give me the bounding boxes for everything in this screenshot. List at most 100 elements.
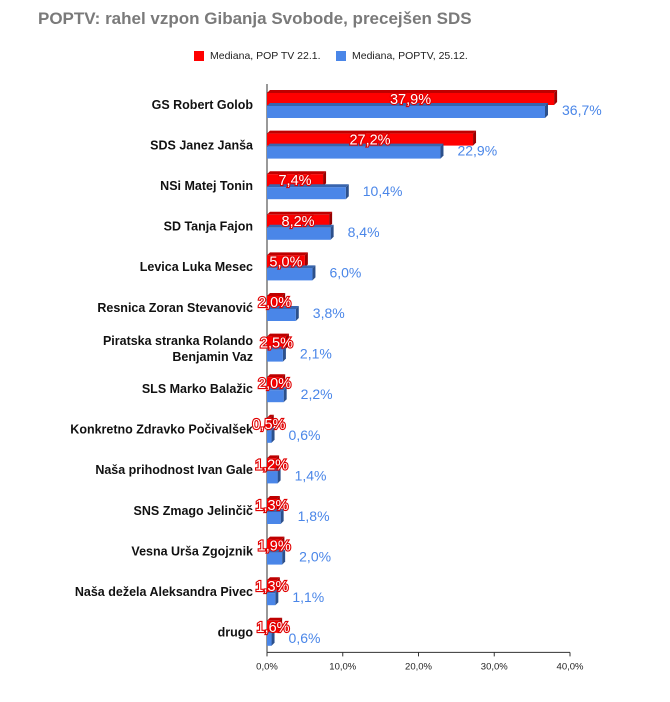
bar-series-2-side [275,590,279,606]
bar-series-2-top [267,346,286,350]
data-label-series-1: 27,2% [349,133,390,149]
x-tick-label: 10,0% [329,661,356,672]
category-label: NSi Matej Tonin [160,179,253,193]
bar-series-1-side [281,536,285,552]
bar-series-2-side [282,346,286,362]
legend-label-series-2: Mediana, POPTV, 25.12. [352,50,468,62]
bar-series-1-top [267,374,286,378]
bar-series-1-top [267,414,274,418]
data-label-series-2: 2,2% [301,386,333,402]
category-label: Resnica Zoran Stevanović [97,301,253,315]
bar-series-2-side [312,265,316,281]
category-label: Konkretno Zdravko Počivalšek [70,423,253,437]
bar-series-1 [267,377,283,390]
bar-series-1-side [270,414,274,430]
bar-series-2 [267,187,346,200]
x-tick-label: 20,0% [405,661,432,672]
bar-series-2 [267,309,296,321]
bar-series-1-side [329,211,333,227]
data-label-series-2: 1,8% [298,508,330,524]
bar-series-2-side [345,184,349,200]
data-label-series-2: 36,7% [562,102,602,118]
bar-series-2 [267,349,283,362]
bar-series-2 [267,471,278,484]
bar-series-2 [267,106,546,118]
category-label: SD Tanja Fajon [164,220,253,234]
data-label-series-1: 8,2% [282,214,315,230]
bar-series-1 [267,417,271,430]
category-label: Naša prihodnost Ivan Gale [95,463,253,477]
bar-series-2-top [267,224,334,228]
category-label-line: Benjamin Vaz [172,350,253,364]
category-label: GS Robert Golob [152,98,254,112]
data-label-series-2: 1,1% [292,589,324,605]
bar-series-2-top [267,590,279,594]
bar-series-1-side [554,90,558,105]
legend-label-series-1: Mediana, POP TV 22.1. [210,50,321,62]
bar-series-1 [267,133,474,146]
category-label: SNS Zmago Jelinčič [134,504,254,518]
data-label-series-1: 2,5% [260,336,293,352]
x-tick-label: 30,0% [481,661,508,672]
data-label-series-2: 0,6% [289,427,321,443]
bar-series-2-top [267,265,316,269]
bar-series-1-top [267,171,327,175]
bar-series-1 [267,539,282,552]
bar-series-2-side [545,103,549,118]
bar-series-2-top [267,143,444,147]
data-label-series-2: 1,4% [295,467,327,483]
category-label-line: Piratska stranka Rolando [103,334,253,348]
bar-series-1-top [267,130,477,134]
bar-series-2 [267,430,272,443]
bar-series-1-side [282,374,286,390]
bar-series-1-side [276,496,280,511]
bar-series-2-top [267,387,287,391]
legend: Mediana, POP TV 22.1. Mediana, POPTV, 25… [0,50,670,70]
data-label-series-2: 22,9% [457,143,497,159]
data-label-series-1: 37,9% [390,92,431,108]
data-label-series-1: 2,0% [258,376,291,392]
data-label-series-1: 1,9% [258,539,291,555]
bar-series-1 [267,336,286,349]
data-label-series-2: 10,4% [363,183,403,199]
category-label: Vesna Urša Zgojznik [131,544,253,558]
bar-series-1-top [267,496,280,499]
bar-series-2 [267,390,284,403]
bar-series-1-top [267,293,286,296]
bar-series-1-top [267,455,280,459]
data-label-series-2: 2,1% [300,346,332,362]
bar-series-2-top [267,184,349,188]
category-label: Levica Luka Mesec [140,260,253,274]
bar-series-2 [267,146,441,159]
bar-series-1-top [267,333,289,337]
bar-series-1-top [267,252,308,256]
bar-series-2-top [267,630,275,634]
bar-series-2-side [282,549,286,565]
legend-item-series-2: Mediana, POPTV, 25.12. [336,50,468,62]
bar-series-1 [267,296,283,308]
legend-item-series-1: Mediana, POP TV 22.1. [194,50,321,62]
data-label-series-2: 2,0% [299,549,331,565]
bar-series-2 [267,593,276,606]
bar-series-1-side [323,171,327,187]
category-label: SDS Janez Janša [150,138,254,152]
bar-series-2-top [267,306,299,309]
data-label-series-2: 3,8% [313,305,345,321]
bar-series-1 [267,255,305,268]
bar-series-2-top [267,509,284,512]
data-label-series-1: 0,5% [252,417,285,433]
data-label-series-1: 1,3% [255,579,288,595]
bar-series-2 [267,227,331,240]
data-label-series-1: 5,0% [269,254,302,270]
bar-series-2-side [330,224,334,240]
bar-series-1 [267,174,324,187]
bar-series-2 [267,268,313,281]
bar-series-2-side [280,509,284,524]
bar-series-2-side [283,387,287,403]
data-label-series-2: 0,6% [289,630,321,646]
bar-series-2-side [271,630,275,646]
bar-series-2 [267,552,283,565]
x-tick-label: 0,0% [256,661,278,672]
bar-series-1-side [304,252,308,268]
bar-series-2-top [267,103,549,106]
